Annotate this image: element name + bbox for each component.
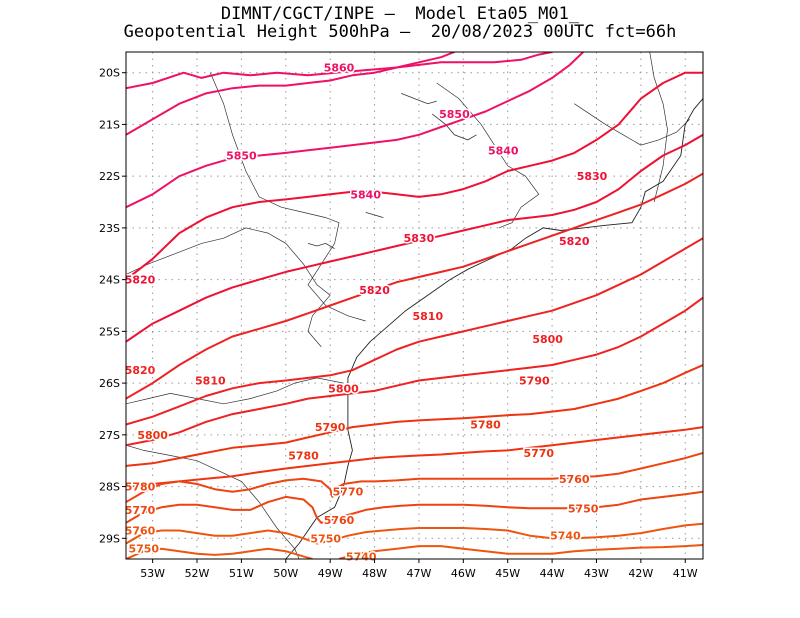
x-tick-label: 48W — [362, 567, 387, 580]
contour-label: 5810 — [195, 375, 226, 388]
contour-label: 5760 — [324, 514, 355, 527]
y-tick-label: 25S — [99, 325, 120, 338]
y-tick-label: 26S — [99, 377, 120, 390]
contour-label: 5830 — [577, 170, 608, 183]
contour-label: 5810 — [413, 310, 444, 323]
contour-label: 5820 — [125, 364, 156, 377]
contour-label: 5800 — [328, 382, 359, 395]
contour-label-layer: 5860 5850 5850 5840 5840 5830 5830 5820 5820 5820… — [123, 60, 609, 565]
y-tick-label: 20S — [99, 67, 120, 80]
contour-label: 5800 — [532, 333, 563, 346]
y-tick-label: 27S — [99, 429, 120, 442]
x-tick-label: 44W — [540, 567, 565, 580]
contour-line-5840 — [126, 52, 584, 209]
contour-label: 5830 — [404, 232, 435, 245]
contour-label: 5770 — [125, 504, 156, 517]
contour-line-5770 — [126, 426, 703, 488]
contour-label: 5850 — [226, 149, 257, 162]
map-frame — [125, 51, 704, 560]
contour-line-5810 — [126, 172, 703, 400]
contour-label: 5820 — [559, 235, 590, 248]
lake-outline — [432, 113, 477, 141]
y-tick-label: 29S — [99, 532, 120, 545]
contour-layer — [126, 52, 703, 559]
contour-line-5740 — [126, 522, 703, 545]
state-border — [126, 377, 344, 405]
lake-outline — [307, 242, 335, 249]
contour-line-5730 — [126, 547, 313, 559]
contour-line-5730 — [338, 544, 703, 559]
contour-label: 5770 — [333, 486, 364, 499]
contour-line-5750 — [126, 490, 703, 524]
x-tick-label: 46W — [451, 567, 476, 580]
y-tick-label: 23S — [99, 222, 120, 235]
state-border — [574, 103, 690, 146]
x-tick-label: 51W — [229, 567, 254, 580]
contour-label: 5770 — [523, 447, 554, 460]
x-tick-label: 52W — [185, 567, 210, 580]
contour-line-5780 — [126, 364, 703, 467]
contour-label: 5820 — [359, 284, 390, 297]
contour-label: 5820 — [125, 274, 156, 287]
contour-label: 5750 — [568, 502, 599, 515]
contour-line-5800 — [126, 237, 703, 426]
y-tick-label: 21S — [99, 118, 120, 131]
contour-label: 5860 — [324, 62, 355, 75]
contour-label: 5800 — [137, 429, 168, 442]
contour-label: 5740 — [346, 550, 377, 563]
grid-lines — [126, 52, 703, 559]
contour-label: 5790 — [519, 375, 550, 388]
title-line-1: DIMNT/CGCT/INPE — Model Eta05_M01_ — [220, 4, 580, 24]
x-tick-label: 41W — [673, 567, 698, 580]
lake-outline — [401, 93, 437, 105]
x-tick-label: 49W — [318, 567, 343, 580]
contour-label: 5740 — [550, 530, 581, 543]
y-tick-label: 24S — [99, 274, 120, 287]
contour-line-5820 — [126, 133, 703, 343]
lake-outline — [365, 212, 384, 218]
contour-label: 5750 — [128, 543, 159, 556]
y-tick-label: 28S — [99, 481, 120, 494]
contour-label: 5760 — [559, 473, 590, 486]
x-tick-label: 43W — [584, 567, 609, 580]
x-tick-label: 45W — [495, 567, 520, 580]
contour-label: 5750 — [310, 532, 341, 545]
state-border — [126, 227, 331, 348]
contour-label: 5780 — [470, 418, 501, 431]
contour-label: 5780 — [125, 481, 156, 494]
contour-line-5790 — [126, 296, 703, 447]
contour-label: 5840 — [350, 188, 381, 201]
contour-line-5860 — [126, 52, 455, 90]
contour-label: 5790 — [315, 421, 346, 434]
contour-label: 5760 — [125, 525, 156, 538]
title-line-2: Geopotential Height 500hPa — 20/08/2023 … — [123, 22, 677, 42]
x-tick-label: 47W — [407, 567, 432, 580]
state-border — [649, 52, 668, 203]
contour-label: 5780 — [288, 450, 319, 463]
axis-labels: 53W 52W 51W 50W 49W 48W 47W 46W 45W 44W 43W 42W 41W 2… — [99, 67, 698, 580]
contour-line-5850 — [126, 52, 553, 136]
y-tick-label: 22S — [99, 170, 120, 183]
state-border — [209, 72, 366, 322]
x-tick-label: 53W — [140, 567, 165, 580]
x-tick-label: 50W — [273, 567, 298, 580]
state-border — [436, 82, 540, 229]
geography-layer — [126, 52, 703, 559]
contour-label: 5840 — [488, 144, 519, 157]
x-tick-label: 42W — [628, 567, 653, 580]
contour-label: 5850 — [439, 108, 470, 121]
contour-line-5760 — [126, 451, 703, 503]
contour-line-5830 — [126, 71, 703, 281]
